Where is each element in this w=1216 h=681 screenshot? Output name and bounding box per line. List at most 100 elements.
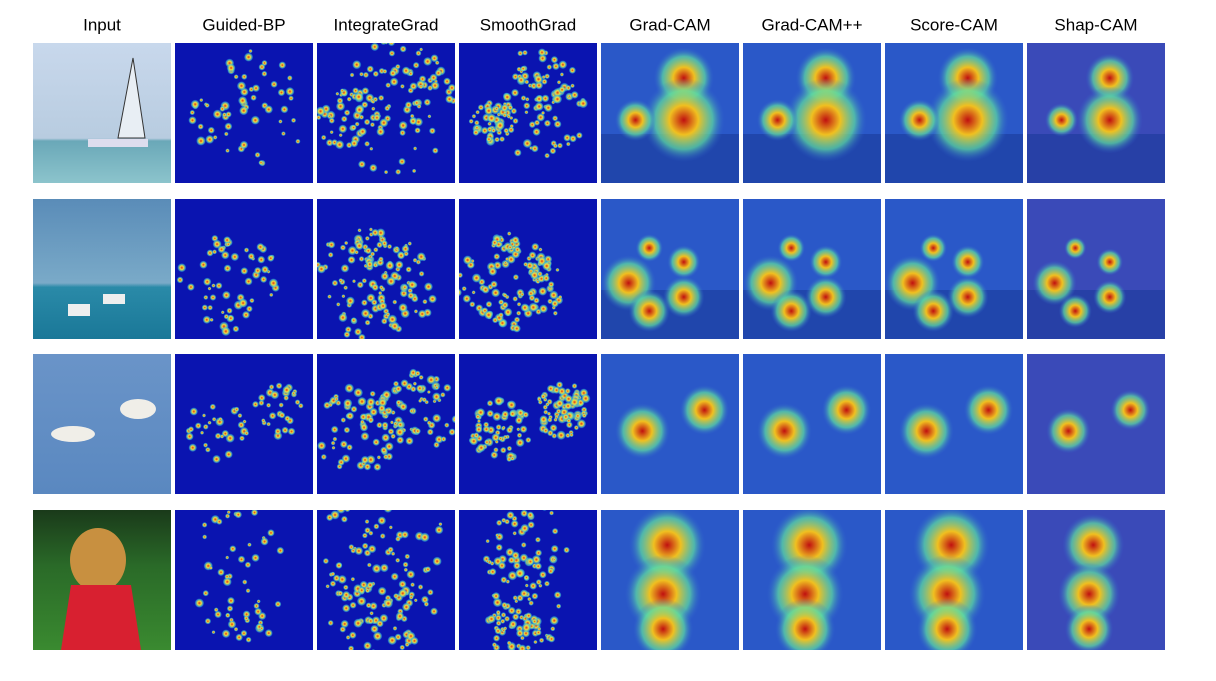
speck — [459, 288, 463, 297]
speck — [243, 52, 254, 62]
speck — [407, 241, 413, 246]
speck — [250, 94, 257, 101]
speck — [224, 573, 230, 580]
speck — [352, 59, 362, 70]
speck — [224, 450, 233, 459]
cam-spot — [663, 276, 705, 318]
cam-spot — [1064, 236, 1087, 260]
speck — [513, 148, 522, 157]
speck — [413, 598, 418, 603]
speck — [342, 584, 349, 591]
image-content — [601, 510, 739, 650]
speck — [361, 101, 369, 109]
cam-spot — [756, 99, 799, 141]
speck — [529, 581, 538, 590]
cam-spot — [1058, 294, 1092, 328]
speck — [485, 559, 490, 564]
speck — [494, 627, 502, 635]
speck — [378, 256, 384, 263]
speck — [519, 635, 525, 641]
speck — [445, 94, 454, 104]
speck — [246, 654, 252, 660]
speck — [581, 412, 587, 419]
speck — [555, 267, 560, 273]
speck — [239, 140, 249, 150]
speck — [512, 561, 522, 570]
speck — [242, 579, 248, 585]
speck — [531, 618, 538, 625]
speck — [443, 383, 452, 392]
speck — [506, 400, 517, 410]
speck — [410, 582, 416, 588]
speck — [361, 501, 369, 509]
heatmap-image — [743, 510, 881, 650]
speck — [350, 124, 357, 131]
speck — [373, 113, 381, 122]
speck — [384, 414, 389, 419]
speck — [212, 454, 221, 464]
speck — [290, 117, 297, 124]
speck — [393, 421, 398, 427]
speck — [404, 553, 411, 560]
speck — [250, 115, 261, 125]
speck — [548, 290, 559, 300]
speck — [543, 119, 552, 128]
speck — [380, 446, 388, 455]
image-content — [885, 43, 1023, 183]
speck — [372, 631, 383, 641]
column-header: Shap-CAM — [1054, 15, 1137, 34]
speck — [365, 602, 372, 609]
speck — [256, 599, 261, 604]
speck — [237, 413, 243, 419]
speck — [202, 277, 212, 287]
speck — [230, 252, 240, 262]
speck — [500, 612, 507, 618]
boat — [103, 294, 125, 304]
speck — [507, 570, 518, 581]
cam-spot — [667, 245, 701, 279]
speck — [347, 255, 356, 265]
speck — [409, 113, 415, 119]
speck — [344, 383, 355, 394]
heatmap-image — [175, 199, 313, 339]
speck — [421, 397, 427, 403]
speck — [438, 522, 443, 527]
speck — [423, 282, 434, 292]
speck — [507, 556, 516, 564]
speck — [536, 112, 546, 122]
speck — [354, 104, 365, 115]
speck — [388, 525, 393, 530]
speck — [362, 71, 370, 79]
speck — [360, 455, 370, 465]
speck — [357, 586, 366, 595]
speck — [427, 84, 434, 92]
speck — [511, 613, 520, 621]
image-content — [459, 199, 597, 339]
speck — [280, 105, 289, 114]
speck — [490, 450, 499, 460]
speck — [398, 157, 406, 166]
speck — [187, 426, 195, 433]
speck — [340, 263, 350, 273]
speck — [503, 260, 508, 265]
speck — [243, 615, 250, 622]
cam-spot — [756, 403, 813, 459]
speck — [219, 105, 226, 112]
speck — [377, 404, 386, 413]
speck — [400, 530, 410, 539]
speck — [426, 428, 434, 436]
cam-spot — [1110, 389, 1151, 431]
speck — [444, 422, 450, 428]
speck — [257, 393, 266, 402]
speck — [418, 374, 424, 381]
speck — [401, 602, 411, 612]
speck — [221, 290, 231, 300]
speck — [532, 127, 541, 137]
speck — [328, 117, 335, 124]
speck — [223, 264, 232, 273]
speck — [414, 370, 421, 377]
speck — [208, 565, 213, 570]
cam-spot — [809, 245, 843, 279]
cam-spot — [947, 276, 989, 318]
speck — [528, 600, 534, 606]
